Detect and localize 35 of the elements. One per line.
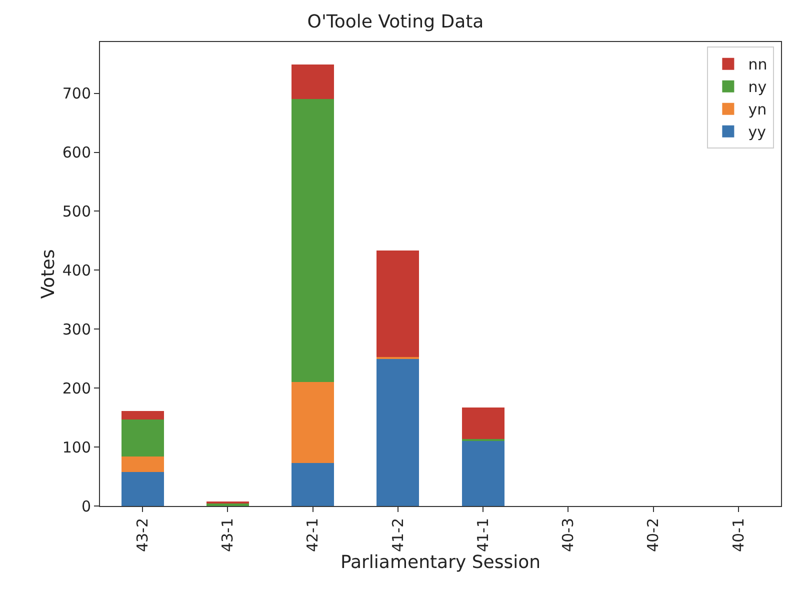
x-tick-label: 41-2: [388, 518, 407, 552]
y-tick-label: 700: [62, 84, 91, 103]
x-tick-label: 40-3: [559, 518, 578, 552]
legend-label: ny: [748, 78, 767, 96]
bar: [462, 408, 504, 439]
y-tick-label: 400: [62, 261, 91, 280]
bar: [462, 440, 504, 506]
bar: [121, 472, 164, 506]
bar: [292, 64, 334, 100]
y-tick-label: 0: [81, 497, 91, 516]
bar: [292, 99, 334, 382]
y-tick-label: 200: [62, 379, 91, 398]
x-axis-title: Parliamentary Session: [340, 552, 541, 574]
y-axis-title: Votes: [38, 249, 59, 299]
legend-label: nn: [748, 56, 768, 74]
y-tick-label: 600: [62, 144, 91, 162]
bar: [376, 250, 420, 357]
chart-title: O'Toole Voting Data: [307, 12, 484, 32]
legend-label: yy: [748, 123, 766, 142]
bar: [376, 358, 420, 506]
bar: [292, 462, 334, 506]
y-tick-label: 300: [62, 320, 91, 338]
x-tick-label: 43-2: [133, 518, 152, 552]
y-tick-label: 500: [62, 202, 91, 220]
x-tick-label: 41-1: [474, 518, 492, 552]
bar: [121, 419, 164, 456]
x-tick-label: 43-1: [218, 518, 237, 552]
x-tick-label: 42-1: [304, 518, 322, 552]
bar: [121, 456, 164, 472]
x-tick-label: 40-1: [729, 518, 748, 552]
bar: [121, 411, 164, 420]
legend-label: yn: [748, 100, 767, 119]
bar: [292, 382, 334, 463]
x-tick-label: 40-2: [644, 518, 662, 552]
y-tick-label: 100: [62, 438, 91, 456]
